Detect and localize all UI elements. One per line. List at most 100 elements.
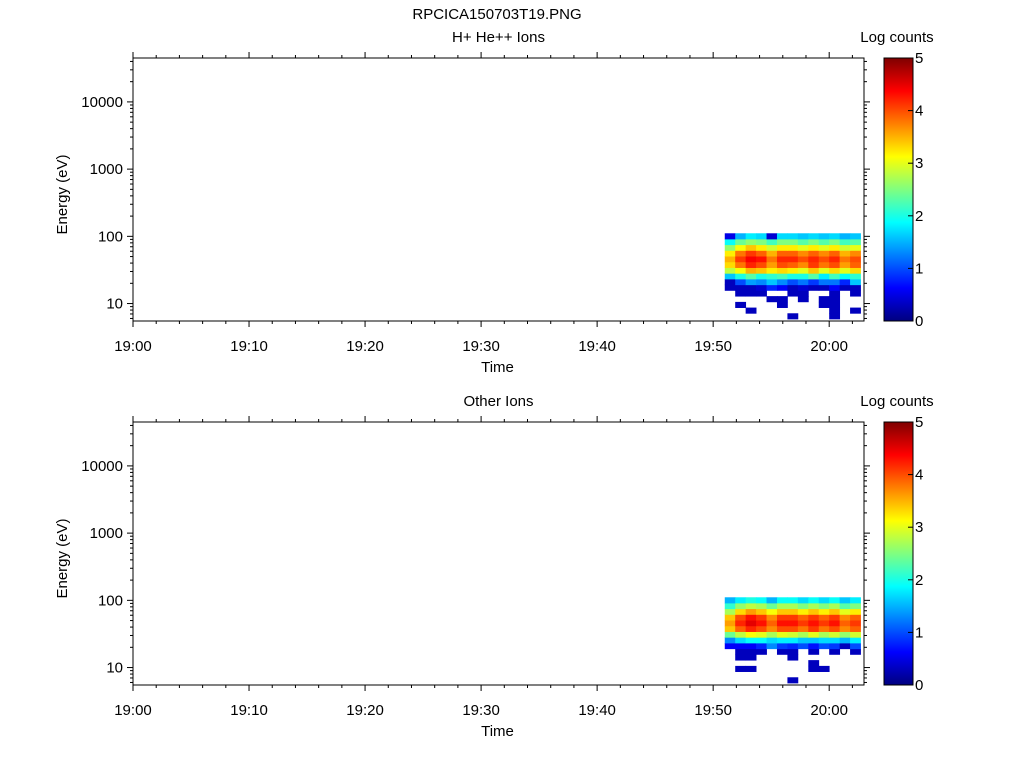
heatmap-cell — [839, 620, 851, 627]
heatmap-cell — [776, 279, 788, 286]
heatmap-cell — [735, 643, 747, 650]
heatmap-cell — [756, 233, 767, 240]
heatmap-cell — [745, 238, 757, 246]
heatmap-cell — [850, 614, 861, 621]
heatmap-cell — [839, 244, 851, 251]
heatmap-cell — [797, 238, 809, 246]
heatmap-cell — [756, 290, 767, 297]
heatmap-cell — [776, 637, 788, 644]
heatmap-cell — [787, 233, 799, 240]
heatmap-cell — [818, 620, 830, 627]
heatmap-cell — [756, 608, 767, 615]
colorbar-label: Log counts — [860, 29, 933, 46]
heatmap-cell — [776, 620, 788, 627]
heatmap-cell — [756, 261, 767, 268]
heatmap-cell — [850, 625, 861, 632]
heatmap-cells — [724, 233, 861, 320]
heatmap-cell — [735, 261, 747, 268]
heatmap-cell — [829, 643, 841, 650]
heatmap-cell — [808, 637, 820, 644]
heatmap-cell — [829, 637, 841, 644]
colorbar-tick-label: 4 — [915, 467, 923, 484]
heatmap-cell — [818, 250, 830, 257]
heatmap-cell — [797, 261, 809, 268]
heatmap-cell — [818, 614, 830, 621]
heatmap-cell — [850, 637, 861, 644]
x-tick-label: 19:20 — [346, 702, 384, 719]
heatmap-cell — [724, 267, 736, 274]
heatmap-cell — [829, 301, 841, 308]
heatmap-cell — [850, 284, 861, 291]
heatmap-cell — [756, 279, 767, 286]
heatmap-cell — [808, 233, 820, 240]
heatmap-cell — [829, 648, 841, 655]
heatmap-cell — [787, 313, 799, 320]
heatmap-cell — [735, 665, 747, 672]
figure-title: RPCICA150703T19.PNG — [412, 6, 581, 23]
heatmap-cell — [766, 261, 778, 268]
heatmap-cell — [839, 643, 851, 650]
heatmap-cell — [787, 261, 799, 268]
heatmap-cell — [766, 279, 778, 286]
heatmap-cell — [818, 608, 830, 615]
heatmap-cell — [756, 648, 767, 655]
x-tick-label: 19:40 — [578, 702, 616, 719]
heatmap-cell — [735, 597, 747, 604]
heatmap-cell — [787, 273, 799, 280]
heatmap-cell — [839, 233, 851, 240]
heatmap-cell — [787, 620, 799, 627]
heatmap-cell — [787, 625, 799, 632]
heatmap-cell — [797, 290, 809, 297]
heatmap-cell — [808, 608, 820, 615]
colorbar: Log counts 0 1 2 3 4 5 — [860, 393, 933, 694]
colorbar-tick-label: 4 — [915, 103, 923, 120]
heatmap-cell — [787, 643, 799, 650]
heatmap-cell — [756, 637, 767, 644]
heatmap-cell — [829, 284, 841, 291]
heatmap-cell — [787, 256, 799, 263]
heatmap-cell — [850, 602, 861, 610]
heatmap-cell — [850, 238, 861, 246]
heatmap-cell — [735, 608, 747, 615]
heatmap-cell — [766, 608, 778, 615]
heatmap-cell — [797, 597, 809, 604]
heatmap-cell — [735, 233, 747, 240]
heatmap-cell — [776, 625, 788, 632]
x-tick-label: 19:30 — [462, 338, 500, 355]
heatmap-cell — [818, 597, 830, 604]
heatmap-cell — [850, 620, 861, 627]
heatmap-cell — [745, 631, 757, 638]
heatmap-cell — [745, 284, 757, 291]
y-tick-label: 100 — [98, 228, 123, 245]
heatmap-cell — [745, 620, 757, 627]
heatmap-cell — [776, 648, 788, 655]
heatmap-cell — [735, 290, 747, 297]
heatmap-cell — [850, 648, 861, 655]
heatmap-cell — [808, 665, 820, 672]
colorbar-gradient — [883, 421, 914, 686]
heatmap-cell — [808, 279, 820, 286]
heatmap-cell — [735, 648, 747, 655]
heatmap-cell — [850, 244, 861, 251]
heatmap-cell — [818, 296, 830, 303]
heatmap-cell — [829, 597, 841, 604]
x-tick-label: 20:00 — [810, 702, 848, 719]
heatmap-cell — [724, 256, 736, 263]
heatmap-cell — [735, 614, 747, 621]
heatmap-cell — [724, 244, 736, 251]
heatmap-cell — [756, 238, 767, 246]
colorbar-tick-label: 5 — [915, 50, 923, 67]
heatmap-cell — [850, 279, 861, 286]
heatmap-cell — [797, 244, 809, 251]
x-tick-label: 19:00 — [114, 338, 152, 355]
heatmap-cell — [850, 233, 861, 240]
heatmap-cell — [797, 256, 809, 263]
y-axis-label: Energy (eV) — [54, 154, 71, 234]
x-tick-label: 19:20 — [346, 338, 384, 355]
heatmap-cell — [756, 273, 767, 280]
heatmap-cell — [797, 625, 809, 632]
colorbar-tick-label: 5 — [915, 414, 923, 431]
heatmap-cell — [787, 597, 799, 604]
heatmap-cell — [797, 643, 809, 650]
heatmap-cell — [724, 625, 736, 632]
